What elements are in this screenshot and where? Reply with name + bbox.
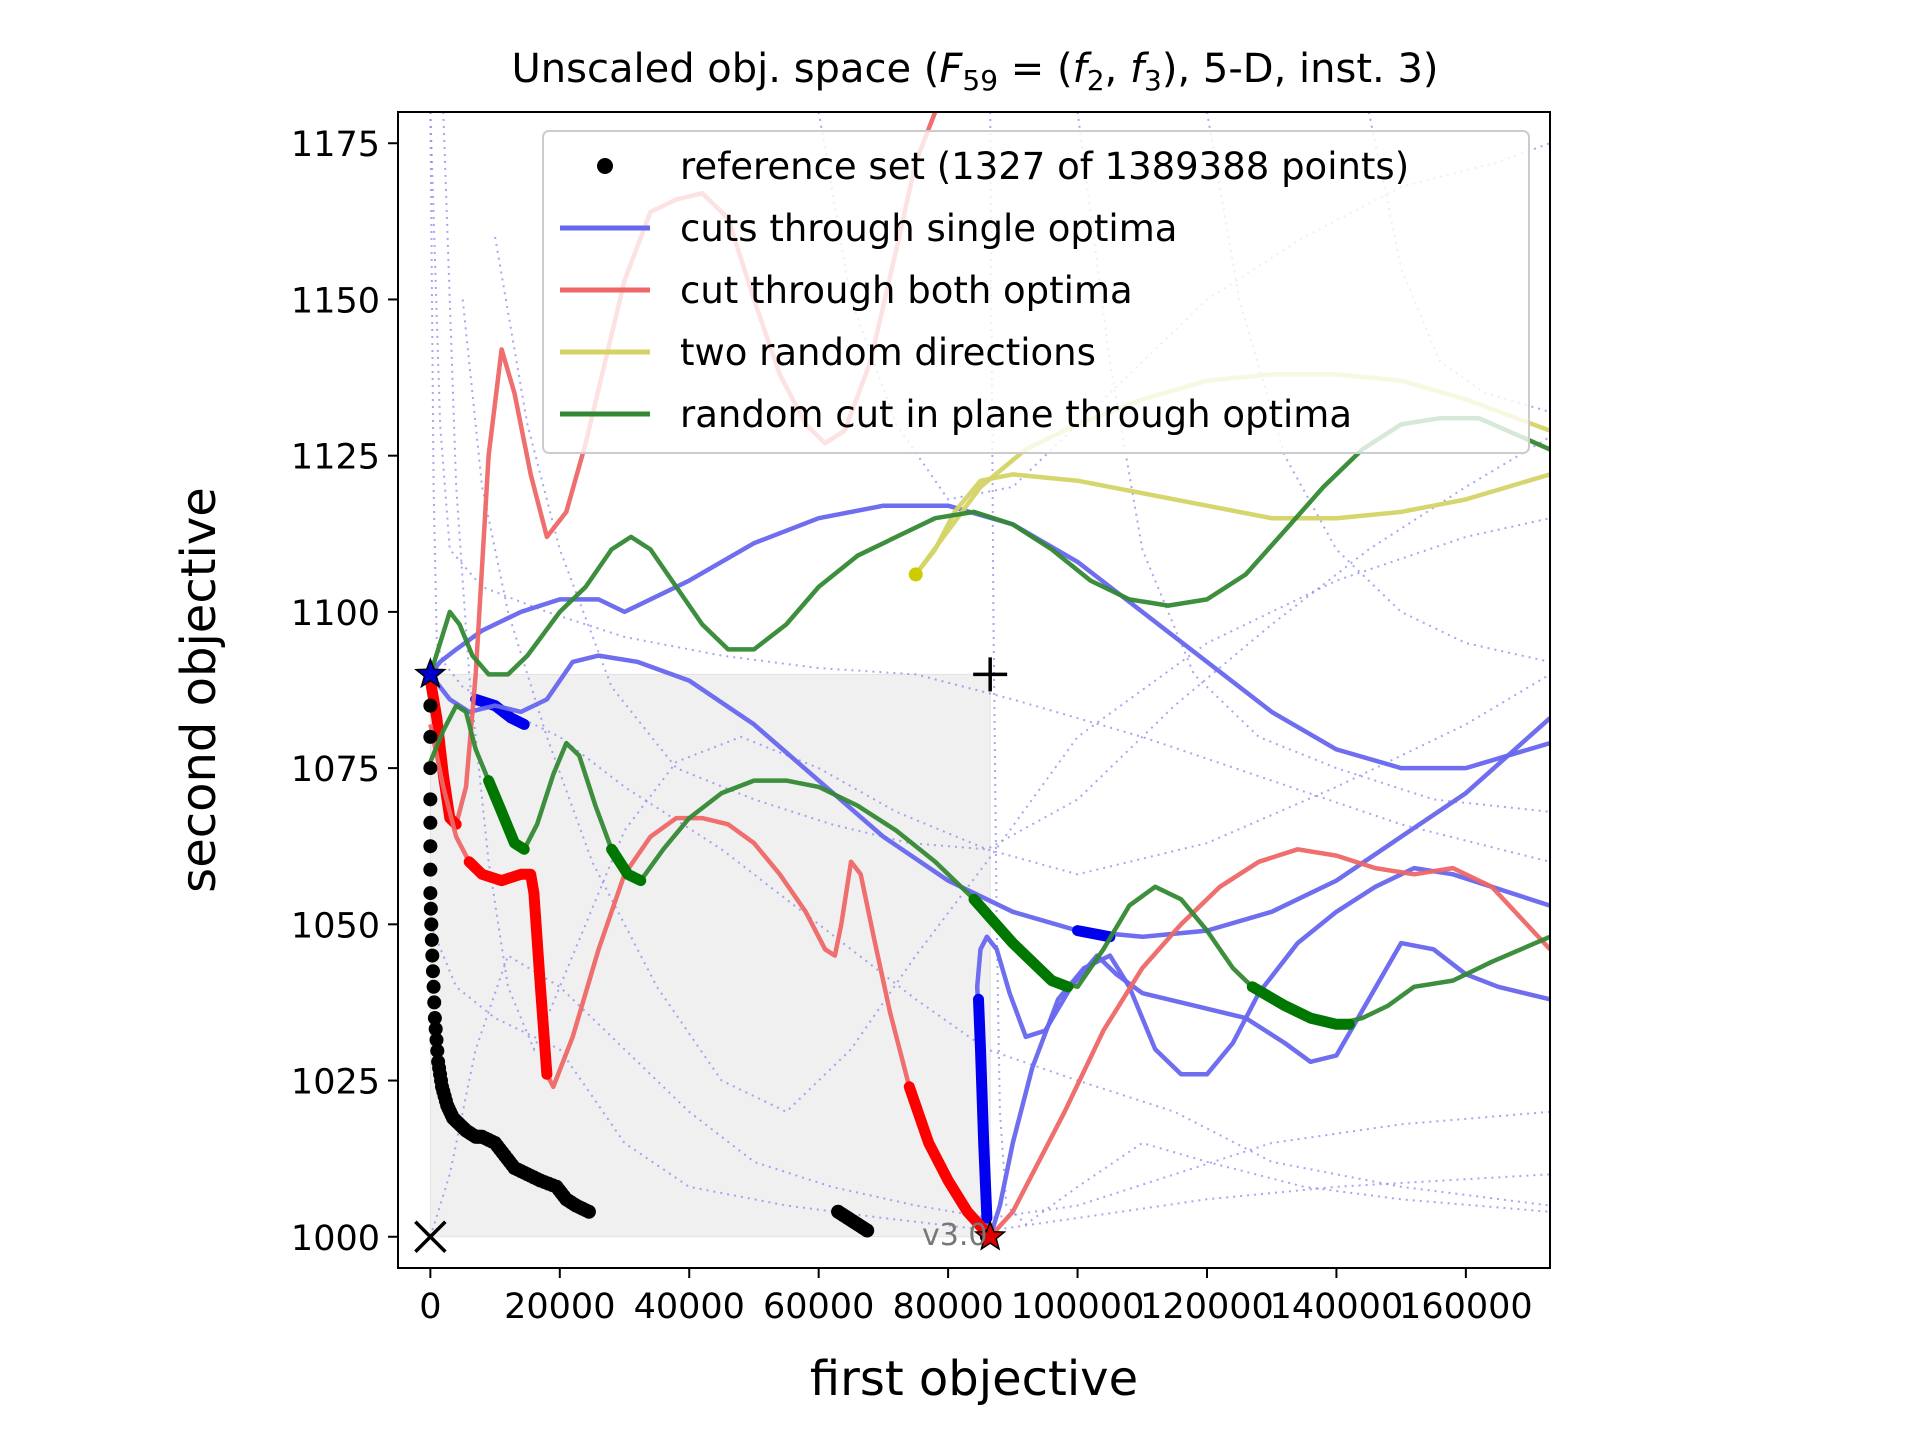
reference-point <box>429 1032 444 1047</box>
optimum-1-star <box>414 657 447 689</box>
plot-area <box>414 112 1550 1253</box>
reference-point <box>423 761 438 776</box>
title-eq: = ( <box>998 46 1073 92</box>
dotted-trace <box>429 923 1550 1232</box>
title-comma: , <box>1105 46 1130 92</box>
series-line-single <box>974 934 1550 1238</box>
series-line-single <box>428 653 1550 940</box>
series-highlight-single <box>973 993 993 1224</box>
legend-label: two random directions <box>680 331 1096 374</box>
reference-point <box>424 917 439 932</box>
x-tick-label: 60000 <box>763 1287 874 1327</box>
optimum-2-star <box>973 1219 1007 1251</box>
y-tick-label: 1175 <box>291 125 380 165</box>
x-tick-label: 20000 <box>504 1287 615 1327</box>
reference-point <box>860 1223 875 1238</box>
series-highlight-both <box>463 856 553 1080</box>
y-tick-label: 1025 <box>291 1063 380 1103</box>
reference-point <box>423 839 438 854</box>
reference-point <box>427 995 442 1010</box>
reference-point <box>423 792 438 807</box>
y-tick-label: 1075 <box>291 750 380 790</box>
version-label: v3.0 <box>922 1218 987 1253</box>
reference-point <box>428 1021 443 1036</box>
ideal-x-marker <box>414 1220 447 1253</box>
legend-marker-reference-set <box>597 158 613 174</box>
series-line-plane <box>428 415 1550 677</box>
x-tick-label: 80000 <box>892 1287 1003 1327</box>
title-f-main: F <box>939 46 963 92</box>
reference-point <box>430 1043 445 1058</box>
series-highlight-plane <box>968 893 1074 993</box>
dotted-trace <box>442 112 1550 1052</box>
series-highlight-plane <box>1246 981 1355 1030</box>
title-f-a-sub: 2 <box>1087 64 1105 97</box>
reference-point <box>423 729 438 744</box>
x-tick-label: 120000 <box>1140 1287 1274 1327</box>
y-axis: 1000 1025 1050 1075 1100 1125 1150 1175 <box>291 125 398 1259</box>
reference-set-layer <box>423 667 994 1244</box>
title-suffix: ), 5-D, inst. 3) <box>1162 46 1439 92</box>
x-tick-label: 40000 <box>634 1287 745 1327</box>
x-tick-label: 160000 <box>1399 1287 1533 1327</box>
dotted-trace <box>429 112 1550 863</box>
series-highlight-plane <box>483 775 530 855</box>
y-tick-label: 1125 <box>291 438 380 478</box>
dotted-trace <box>429 112 1550 1207</box>
reference-point <box>423 698 438 713</box>
title-f-b-sub: 3 <box>1144 64 1162 97</box>
y-tick-label: 1000 <box>291 1219 380 1259</box>
legend: reference set (1327 of 1389388 points) cu… <box>542 130 1530 454</box>
reference-point <box>423 862 438 877</box>
y-tick-label: 1100 <box>291 594 380 634</box>
series-highlight-single <box>1072 925 1116 943</box>
reference-point <box>423 901 438 916</box>
reference-point <box>427 1011 442 1026</box>
series-highlight-plane <box>606 843 647 887</box>
x-tick-label: 140000 <box>1270 1287 1404 1327</box>
series-highlight-single <box>470 693 530 730</box>
plot-frame <box>397 111 1551 1269</box>
series-line-single <box>988 865 1550 1238</box>
marker-layer <box>414 657 1008 1253</box>
reference-point <box>424 932 439 947</box>
reference-point <box>425 964 440 979</box>
title-prefix: Unscaled obj. space ( <box>512 46 940 92</box>
region-of-interest-layer <box>429 673 991 1238</box>
reference-point <box>423 815 438 830</box>
legend-label: random cut in plane through optima <box>680 393 1352 436</box>
title-f-main-sub: 59 <box>962 64 998 97</box>
y-tick-label: 1150 <box>291 281 380 321</box>
legend-label: cut through both optima <box>680 269 1133 312</box>
x-tick-label: 100000 <box>1011 1287 1145 1327</box>
x-axis-label: first objective <box>810 1351 1138 1407</box>
legend-label: reference set (1327 of 1389388 points) <box>680 145 1409 188</box>
reference-point <box>425 948 440 963</box>
random-start-point <box>908 567 923 582</box>
reference-point <box>581 1204 596 1219</box>
chart-title: Unscaled obj. space (F59 = (f2, f3), 5-D… <box>512 46 1439 97</box>
series-highlight-both <box>903 1081 996 1243</box>
region-of-interest <box>429 673 991 1238</box>
series-line-single <box>428 503 1550 771</box>
reference-point <box>426 979 441 994</box>
y-axis-label: second objective <box>171 487 227 893</box>
y-tick-label: 1050 <box>291 906 380 946</box>
x-tick-label: 0 <box>419 1287 441 1327</box>
reference-point <box>423 886 438 901</box>
nadir-plus-marker <box>973 657 1008 692</box>
x-axis: 0 20000 40000 60000 80000 1000001200001400001… <box>419 1268 1533 1327</box>
legend-box <box>542 130 1530 454</box>
legend-label: cuts through single optima <box>680 207 1177 250</box>
series-line-random2 <box>914 472 1550 576</box>
